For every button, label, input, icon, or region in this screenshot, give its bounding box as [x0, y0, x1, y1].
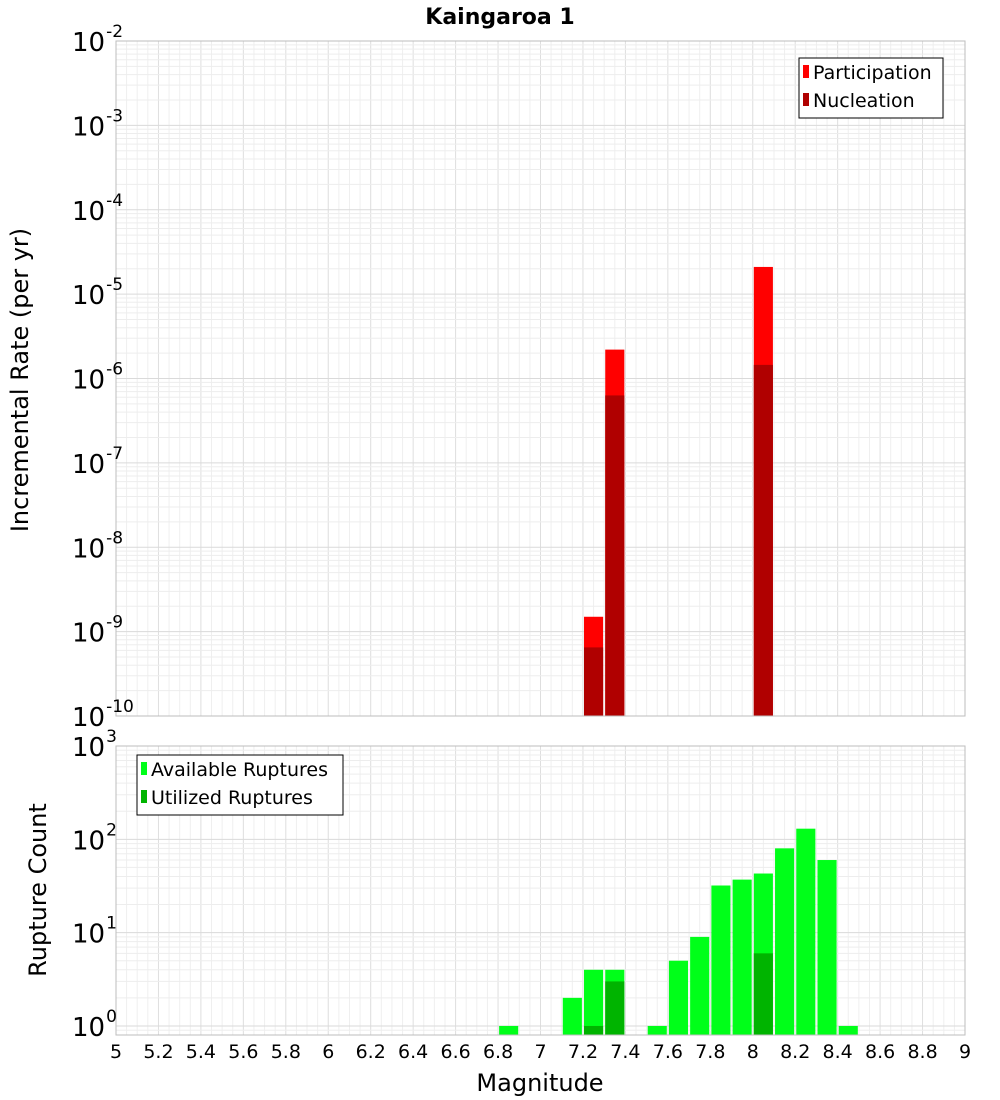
available-ruptures-bar [817, 860, 837, 1035]
rate-y-tick-label: 10-2 [72, 22, 123, 58]
rate-legend: Participation Nucleation [798, 57, 944, 119]
x-tick-label: 5.6 [228, 1041, 258, 1063]
available-ruptures-legend-label: Available Ruptures [151, 759, 328, 781]
available-ruptures-bar [732, 879, 752, 1035]
x-axis-title: Magnitude [476, 1069, 603, 1097]
x-tick-label: 8.6 [865, 1041, 895, 1063]
nucleation-legend-swatch [803, 93, 809, 106]
top-y-axis-title: Incremental Rate (per yr) [6, 228, 34, 532]
count-legend-box [136, 754, 344, 816]
rate-grid [115, 40, 966, 717]
rate-y-tick-label: 10-3 [72, 106, 123, 142]
utilized-ruptures-bar [584, 1025, 604, 1035]
available-ruptures-bar [562, 997, 582, 1035]
available-ruptures-bar [775, 848, 795, 1035]
count-y-tick-label: 101 [72, 914, 117, 950]
participation-legend-label: Participation [813, 62, 932, 84]
x-tick-label: 8.8 [907, 1041, 937, 1063]
x-tick-label: 7 [534, 1041, 546, 1063]
available-ruptures-bar [499, 1025, 519, 1035]
x-tick-label: 6 [322, 1041, 334, 1063]
x-tick-label: 6.4 [398, 1041, 428, 1063]
rate-plot: 10-10 10-9 10-8 10-7 10-6 10-5 10-4 10-3 10-2 Par… [72, 22, 966, 733]
x-tick-label: 8.2 [780, 1041, 810, 1063]
count-legend: Available Ruptures Utilized Ruptures [136, 754, 344, 816]
count-y-tick-label: 100 [72, 1007, 117, 1043]
utilized-ruptures-legend-label: Utilized Ruptures [151, 787, 313, 809]
count-y-tick-label: 102 [72, 820, 117, 856]
nucleation-bar [753, 364, 773, 716]
x-tick-label: 5 [110, 1041, 122, 1063]
x-tick-label: 9 [959, 1041, 971, 1063]
rate-y-tick-label: 10-7 [72, 444, 123, 480]
available-ruptures-bar [584, 969, 604, 1035]
chart-title: Kaingaroa 1 [425, 5, 574, 30]
x-tick-label: 7.6 [653, 1041, 683, 1063]
available-ruptures-series [499, 828, 858, 1035]
available-ruptures-legend-swatch [141, 762, 147, 775]
rate-plot-border [115, 40, 966, 717]
rate-legend-box [798, 57, 944, 119]
rate-y-tick-label: 10-10 [72, 697, 134, 733]
available-ruptures-bar [690, 936, 710, 1035]
available-ruptures-bar [647, 1025, 667, 1035]
rate-y-tick-label: 10-6 [72, 360, 123, 396]
rate-y-tick-label: 10-4 [72, 191, 123, 227]
x-tick-label: 5.2 [143, 1041, 173, 1063]
count-y-tick-label: 103 [72, 727, 117, 763]
rate-y-tick-label: 10-9 [72, 613, 123, 649]
available-ruptures-bar [796, 828, 816, 1035]
utilized-ruptures-bar [753, 953, 773, 1035]
x-tick-label: 5.8 [271, 1041, 301, 1063]
available-ruptures-bar [711, 885, 731, 1035]
x-tick-label: 6.6 [440, 1041, 470, 1063]
nucleation-series [584, 364, 773, 716]
available-ruptures-bar [668, 960, 689, 1035]
rate-y-tick-label: 10-5 [72, 275, 123, 311]
nucleation-bar [584, 647, 604, 716]
x-tick-label: 6.8 [483, 1041, 513, 1063]
nucleation-legend-label: Nucleation [813, 90, 915, 112]
bottom-y-axis-title: Rupture Count [24, 803, 52, 977]
utilized-ruptures-bar [605, 981, 625, 1035]
nucleation-bar [605, 395, 625, 716]
utilized-ruptures-legend-swatch [141, 790, 147, 803]
available-ruptures-bar [838, 1025, 858, 1035]
x-tick-label: 6.2 [356, 1041, 386, 1063]
x-tick-label: 7.4 [610, 1041, 640, 1063]
count-plot-border [115, 745, 966, 1036]
x-tick-label: 5.4 [186, 1041, 216, 1063]
x-tick-label: 8 [747, 1041, 759, 1063]
x-tick-label: 7.2 [568, 1041, 598, 1063]
x-tick-label: 7.8 [695, 1041, 725, 1063]
rate-y-tick-label: 10-8 [72, 528, 123, 564]
x-tick-label: 8.4 [823, 1041, 853, 1063]
participation-legend-swatch [803, 65, 809, 78]
utilized-ruptures-series [584, 953, 773, 1035]
